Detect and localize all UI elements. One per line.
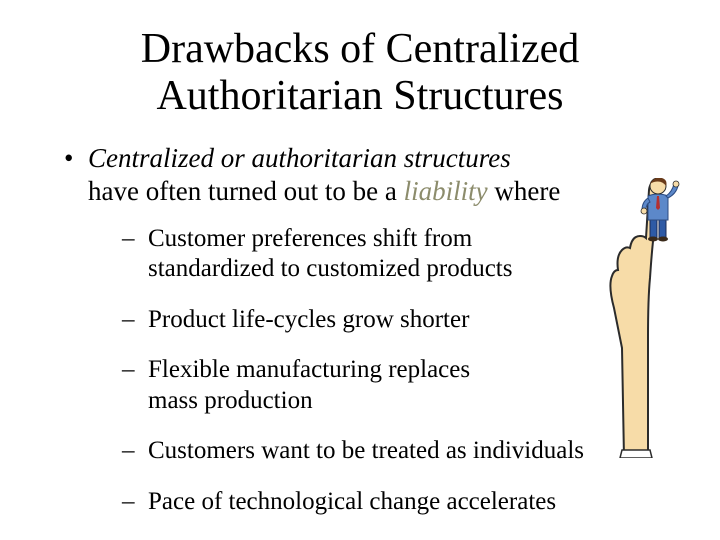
sub5-text: Pace of technological change accelerates [148,488,556,515]
sub1-line2: standardized to customized products [148,255,512,282]
clipart-man-on-hand-icon [588,178,698,458]
slide-title: Drawbacks of Centralized Authoritarian S… [60,26,660,120]
main-bullet: Centralized or authoritarian structures … [60,142,660,208]
sub2-text: Product life-cycles grow shorter [148,306,469,333]
main-bullet-intro: Centralized or authoritarian structures [88,143,511,173]
main-bullet-rest-b: where [488,176,561,206]
sub1-line1: Customer preferences shift from [148,225,472,252]
title-line-1: Drawbacks of Centralized [141,26,579,72]
title-line-2: Authoritarian Structures [156,73,563,119]
sub-bullet-3: Flexible manufacturing replaces mass pro… [122,355,618,416]
sub-bullet-5-cutoff: Pace of technological change accelerates [122,487,660,518]
sub-bullet-2: Product life-cycles grow shorter [122,305,618,336]
main-bullet-rest-a: have often turned out to be a [88,176,404,206]
liability-word: liability [404,176,488,206]
slide-container: Drawbacks of Centralized Authoritarian S… [0,0,720,540]
sub4-text: Customers want to be treated as individu… [148,437,584,464]
sub-bullet-4: Customers want to be treated as individu… [122,436,660,467]
sub-bullet-1: Customer preferences shift from standard… [122,224,618,285]
sub3-line2: mass production [148,387,313,414]
sub-bullet-list: Customer preferences shift from standard… [60,224,660,518]
sub3-line1: Flexible manufacturing replaces [148,356,470,383]
